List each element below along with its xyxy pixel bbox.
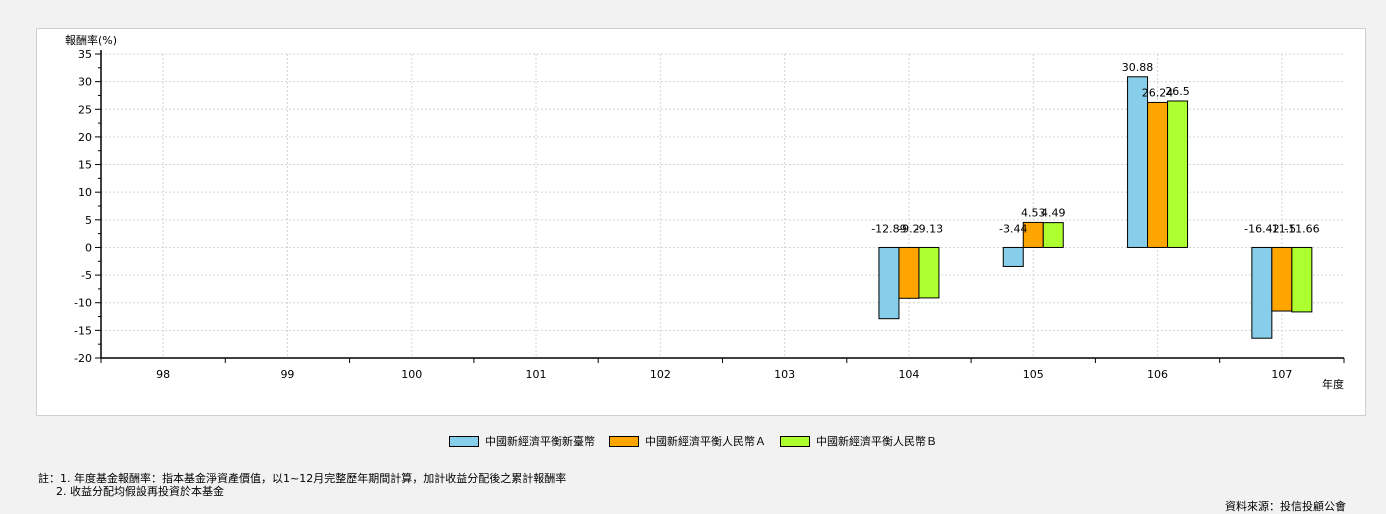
bar-series-1[interactable] (1251, 246, 1273, 339)
data-label-series-1: -12.89 (871, 222, 906, 235)
y-tick-label: 30 (78, 76, 92, 89)
data-label-series-1: -16.42 (1244, 222, 1279, 235)
legend-swatch-series-1 (449, 435, 479, 447)
x-tick-label: 106 (1147, 368, 1168, 381)
legend-item-series-1[interactable]: 中國新經濟平衡新臺幣 (449, 433, 595, 449)
legend-item-series-2[interactable]: 中國新經濟平衡人民幣Ａ (609, 433, 766, 449)
data-label-series-3: 4.49 (1041, 207, 1066, 220)
x-tick-label: 105 (1023, 368, 1044, 381)
bar-series-2[interactable] (898, 246, 920, 299)
data-label-series-1: 30.88 (1122, 61, 1154, 74)
legend-label-series-2: 中國新經濟平衡人民幣Ａ (645, 435, 766, 448)
data-label-series-2: 26.24 (1142, 86, 1174, 99)
footnote-2: 2. 收益分配均假設再投資於本基金 (56, 485, 224, 498)
bars (878, 76, 1313, 339)
x-tick-label: 99 (280, 368, 294, 381)
y-tick-label: 0 (85, 241, 92, 254)
data-label-series-3: 26.5 (1165, 85, 1190, 98)
y-axis-title: 報酬率(%) (65, 33, 117, 47)
y-tick-label: 15 (78, 159, 92, 172)
legend-label-series-3: 中國新經濟平衡人民幣Ｂ (816, 435, 937, 448)
footnotes: 註：1. 年度基金報酬率：指本基金淨資產價值，以1~12月完整歷年期間計算，加計… (38, 472, 566, 498)
bar-series-2[interactable] (1271, 246, 1293, 312)
bar-series-3[interactable] (1167, 100, 1189, 248)
x-tick-label: 102 (650, 368, 671, 381)
x-axis-title: 年度 (1322, 377, 1344, 391)
legend: 中國新經濟平衡新臺幣 中國新經濟平衡人民幣Ａ 中國新經濟平衡人民幣Ｂ (0, 433, 1386, 449)
legend-item-series-3[interactable]: 中國新經濟平衡人民幣Ｂ (780, 433, 937, 449)
bar-series-3[interactable] (1291, 246, 1313, 313)
y-tick-label: -20 (74, 352, 92, 365)
x-tick-label: 103 (774, 368, 795, 381)
data-labels: -12.89 -3.44 30.88 -16.42 -9.2 4.53 26.24 -11.5… (871, 61, 1319, 236)
x-tick-label: 100 (401, 368, 422, 381)
data-label-series-3: -11.66 (1284, 222, 1319, 235)
data-source: 資料來源：投信投顧公會 (1225, 500, 1346, 513)
bar-series-2[interactable] (1147, 101, 1169, 248)
x-tick-label: 98 (156, 368, 170, 381)
legend-swatch-series-3 (780, 435, 810, 447)
bar-series-1[interactable] (878, 246, 900, 320)
data-label-series-2: -9.2 (898, 222, 919, 235)
y-tick-label: -10 (74, 297, 92, 310)
y-tick-label: 10 (78, 186, 92, 199)
y-tick-label: 25 (78, 103, 92, 116)
y-tick-label: 5 (85, 214, 92, 227)
x-tick-label: 107 (1271, 368, 1292, 381)
legend-label-series-1: 中國新經濟平衡新臺幣 (485, 435, 595, 448)
data-label-series-3: -9.13 (915, 222, 943, 235)
data-label-series-1: -3.44 (999, 222, 1027, 235)
x-tick-label: 101 (526, 368, 547, 381)
y-tick-label: 35 (78, 48, 92, 61)
x-tick-label: 104 (898, 368, 919, 381)
footnote-1: 註：1. 年度基金報酬率：指本基金淨資產價值，以1~12月完整歷年期間計算，加計… (38, 472, 567, 485)
legend-swatch-series-2 (609, 435, 639, 447)
bar-series-1[interactable] (1127, 76, 1149, 248)
chart-panel: 35 30 25 20 15 10 5 0 -5 -10 -15 -20 98 99 100 101 102 10… (36, 28, 1366, 416)
data-label-series-2: 4.53 (1021, 206, 1046, 219)
data-label-series-2: -11.5 (1268, 222, 1296, 235)
bar-series-1[interactable] (1002, 246, 1024, 267)
y-tick-label: -15 (74, 324, 92, 337)
y-tick-label: -5 (81, 269, 92, 282)
y-tick-label: 20 (78, 131, 92, 144)
bar-series-3[interactable] (1042, 222, 1064, 248)
bar-series-3[interactable] (918, 246, 940, 299)
